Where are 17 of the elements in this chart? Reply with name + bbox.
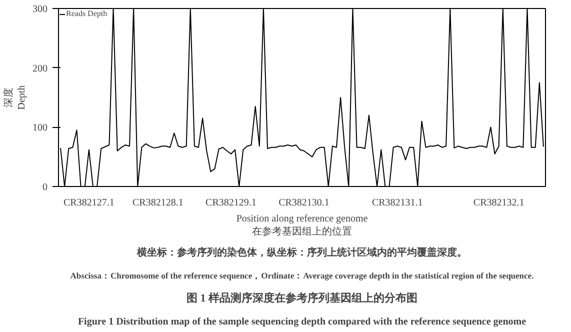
x-tick-label: CR382127.1 xyxy=(64,198,114,208)
y-tick-label: 0 xyxy=(42,182,48,193)
x-tick-label: CR382128.1 xyxy=(132,198,184,208)
text: 横坐标：参考序列的染色体，纵坐标：序列上统计区域内的平均覆盖深度。 xyxy=(136,246,467,258)
y-tick-label: 200 xyxy=(32,63,48,74)
y-axis-title: 深度 Depth xyxy=(2,85,28,110)
y-tick-label: 100 xyxy=(32,122,48,134)
x-axis-title: Position along reference genome 在参考基因组上的位置 xyxy=(236,214,368,238)
legend-label: Reads Depth xyxy=(66,9,108,18)
x-tick-label: CR382131.1 xyxy=(372,198,423,208)
x-tick-label: CR382130.1 xyxy=(278,198,330,208)
text: 图 1 样品测序深度在参考序列基因组上的分布图 xyxy=(186,292,418,304)
y-tick-label: 300 xyxy=(32,4,48,15)
x-tick-label: CR382129.1 xyxy=(206,198,256,208)
text: Abscissa：Chromosome of the reference sequence，Ordinate：Average coverage depth in the statistical region of the sequence. xyxy=(70,270,534,280)
text: Figure 1 Distribution map of the sample sequencing depth compared with the reference sequence genome xyxy=(78,316,527,328)
x-tick-label: CR382132.1 xyxy=(473,198,524,208)
